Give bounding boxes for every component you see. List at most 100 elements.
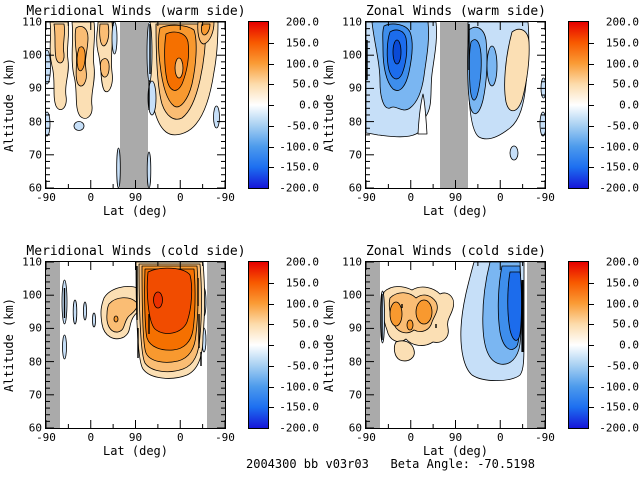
x-tick-label: 0 xyxy=(496,191,504,204)
colorbar-tick xyxy=(269,63,274,65)
data-gap-band xyxy=(527,262,545,428)
x-tick-label: -90 xyxy=(215,431,235,444)
colorbar-tick xyxy=(589,365,594,367)
colorbar-tick xyxy=(269,167,274,169)
colorbar-tick xyxy=(269,303,274,305)
contour-line-bundles xyxy=(148,24,151,110)
x-tick-label: -90 xyxy=(36,431,56,444)
y-tick-label: 70 xyxy=(348,388,362,402)
colorbar-tick-label: -100.0 xyxy=(279,380,319,393)
colorbar-tick xyxy=(269,105,274,106)
colorbar-tick-label: 200.0 xyxy=(285,15,319,29)
x-tick-label: 90 xyxy=(128,191,143,204)
y-tick-labels: 110 100 90 80 70 60 xyxy=(332,17,362,194)
x-tick-label: -90 xyxy=(535,431,555,444)
panel-zonal-cold: Zonal Winds (cold side) Altitude (km) xyxy=(320,240,640,480)
panel-title: Meridional Winds (warm side) xyxy=(26,4,246,19)
x-axis-label: Lat (deg) xyxy=(102,204,169,218)
colorbar-tick-label: 200.0 xyxy=(605,15,639,29)
axis-ticks xyxy=(366,22,545,188)
colorbar-tick-label: 200.0 xyxy=(605,255,639,269)
contour-line-bundles xyxy=(63,266,202,366)
y-tick-label: 60 xyxy=(28,181,42,195)
colorbar-tick-label: -150.0 xyxy=(279,160,319,174)
panel-title: Zonal Winds (warm side) xyxy=(365,4,546,19)
colorbar-tick-label: -50.0 xyxy=(605,359,639,373)
x-tick-label: 0 xyxy=(176,191,184,204)
positive-wind-regions xyxy=(100,262,205,379)
colorbar-tick xyxy=(269,146,274,148)
colorbar-tick-label: 100.0 xyxy=(285,57,319,70)
colorbar-tick xyxy=(269,365,274,367)
x-tick-label: 0 xyxy=(496,431,504,444)
x-tick-label: -90 xyxy=(356,431,376,444)
run-annotation: 2004300 bb v03r03 Beta Angle: -70.5198 xyxy=(246,457,535,471)
data-gap-band xyxy=(120,22,148,188)
colorbar-tick xyxy=(589,146,594,148)
colorbar-tick-label: -200.0 xyxy=(279,421,319,435)
contour-art xyxy=(366,22,545,188)
colorbar-tick-label: -150.0 xyxy=(279,400,319,414)
x-tick-label: 0 xyxy=(176,431,184,444)
y-tick-label: 90 xyxy=(348,81,362,95)
x-axis-label: Lat (deg) xyxy=(422,444,489,458)
colorbar-tick xyxy=(589,386,594,388)
positive-wind-regions xyxy=(382,286,455,362)
data-gap-band xyxy=(440,22,468,188)
y-tick-label: 70 xyxy=(28,388,42,402)
positive-wind-regions xyxy=(504,28,530,112)
y-tick-label: 80 xyxy=(348,355,362,369)
colorbar-tick-label: 150.0 xyxy=(285,276,319,290)
x-tick-label: 0 xyxy=(87,431,95,444)
colorbar-tick-label: 150.0 xyxy=(285,36,319,50)
colorbar-tick-label: -100.0 xyxy=(599,380,639,393)
contour-line-bundles xyxy=(366,24,470,80)
colorbar-tick xyxy=(589,105,594,106)
colorbar-tick xyxy=(589,42,594,44)
y-tick-labels: 110 100 90 80 70 60 xyxy=(12,17,42,194)
colorbar-tick-label: -50.0 xyxy=(605,119,639,133)
x-tick-labels: -90 0 90 0 -90 xyxy=(36,431,235,444)
x-tick-label: -90 xyxy=(215,191,235,204)
axis-ticks xyxy=(46,22,225,188)
colorbar-ticks xyxy=(269,262,274,428)
panel-meridional-cold: Meridional Winds (cold side) Altitude (k… xyxy=(0,240,320,480)
x-tick-labels: -90 0 90 0 -90 xyxy=(356,431,555,444)
x-tick-labels: -90 0 90 0 -90 xyxy=(36,191,235,204)
colorbar-tick xyxy=(589,63,594,65)
colorbar-tick-label: 50.0 xyxy=(292,317,320,331)
colorbar-tick-label: -100.0 xyxy=(279,140,319,153)
x-tick-labels: -90 0 90 0 -90 xyxy=(356,191,555,204)
colorbar-tick-label: -100.0 xyxy=(599,140,639,153)
data-gap-band xyxy=(207,262,225,428)
colorbar-tick-label: 150.0 xyxy=(605,36,639,50)
colorbar-tick-label: 0.0 xyxy=(619,338,639,352)
colorbar-tick xyxy=(589,125,594,127)
contour-art xyxy=(366,262,545,428)
colorbar-labels: 200.0 150.0 100.0 50.0 0.0 -50.0 -100.0 -150.0 -… xyxy=(592,257,639,434)
data-gap-band xyxy=(366,262,380,428)
colorbar-ticks xyxy=(589,22,594,188)
panel-title: Meridional Winds (cold side) xyxy=(26,244,246,259)
colorbar-tick-label: -200.0 xyxy=(279,181,319,195)
colorbar-tick xyxy=(269,386,274,388)
y-tick-label: 100 xyxy=(22,288,42,302)
x-tick-label: -90 xyxy=(535,191,555,204)
colorbar-tick-label: 100.0 xyxy=(605,57,639,70)
colorbar-tick-label: 100.0 xyxy=(605,297,639,310)
contour-art xyxy=(46,262,225,428)
x-tick-label: -90 xyxy=(36,191,56,204)
panel-title: Zonal Winds (cold side) xyxy=(365,244,546,259)
panel-meridional-warm: Meridional Winds (warm side) Altitude (k… xyxy=(0,0,320,240)
y-tick-label: 70 xyxy=(348,148,362,162)
colorbar xyxy=(248,21,269,189)
colorbar-ticks xyxy=(589,262,594,428)
colorbar-tick-label: -50.0 xyxy=(285,119,319,133)
y-tick-label: 100 xyxy=(342,288,362,302)
x-tick-label: -90 xyxy=(356,191,376,204)
colorbar-tick-label: 0.0 xyxy=(299,338,319,352)
panel-zonal-warm: Zonal Winds (warm side) Altitude (km) xyxy=(320,0,640,240)
colorbar-tick xyxy=(589,167,594,169)
axis-ticks xyxy=(46,262,225,428)
